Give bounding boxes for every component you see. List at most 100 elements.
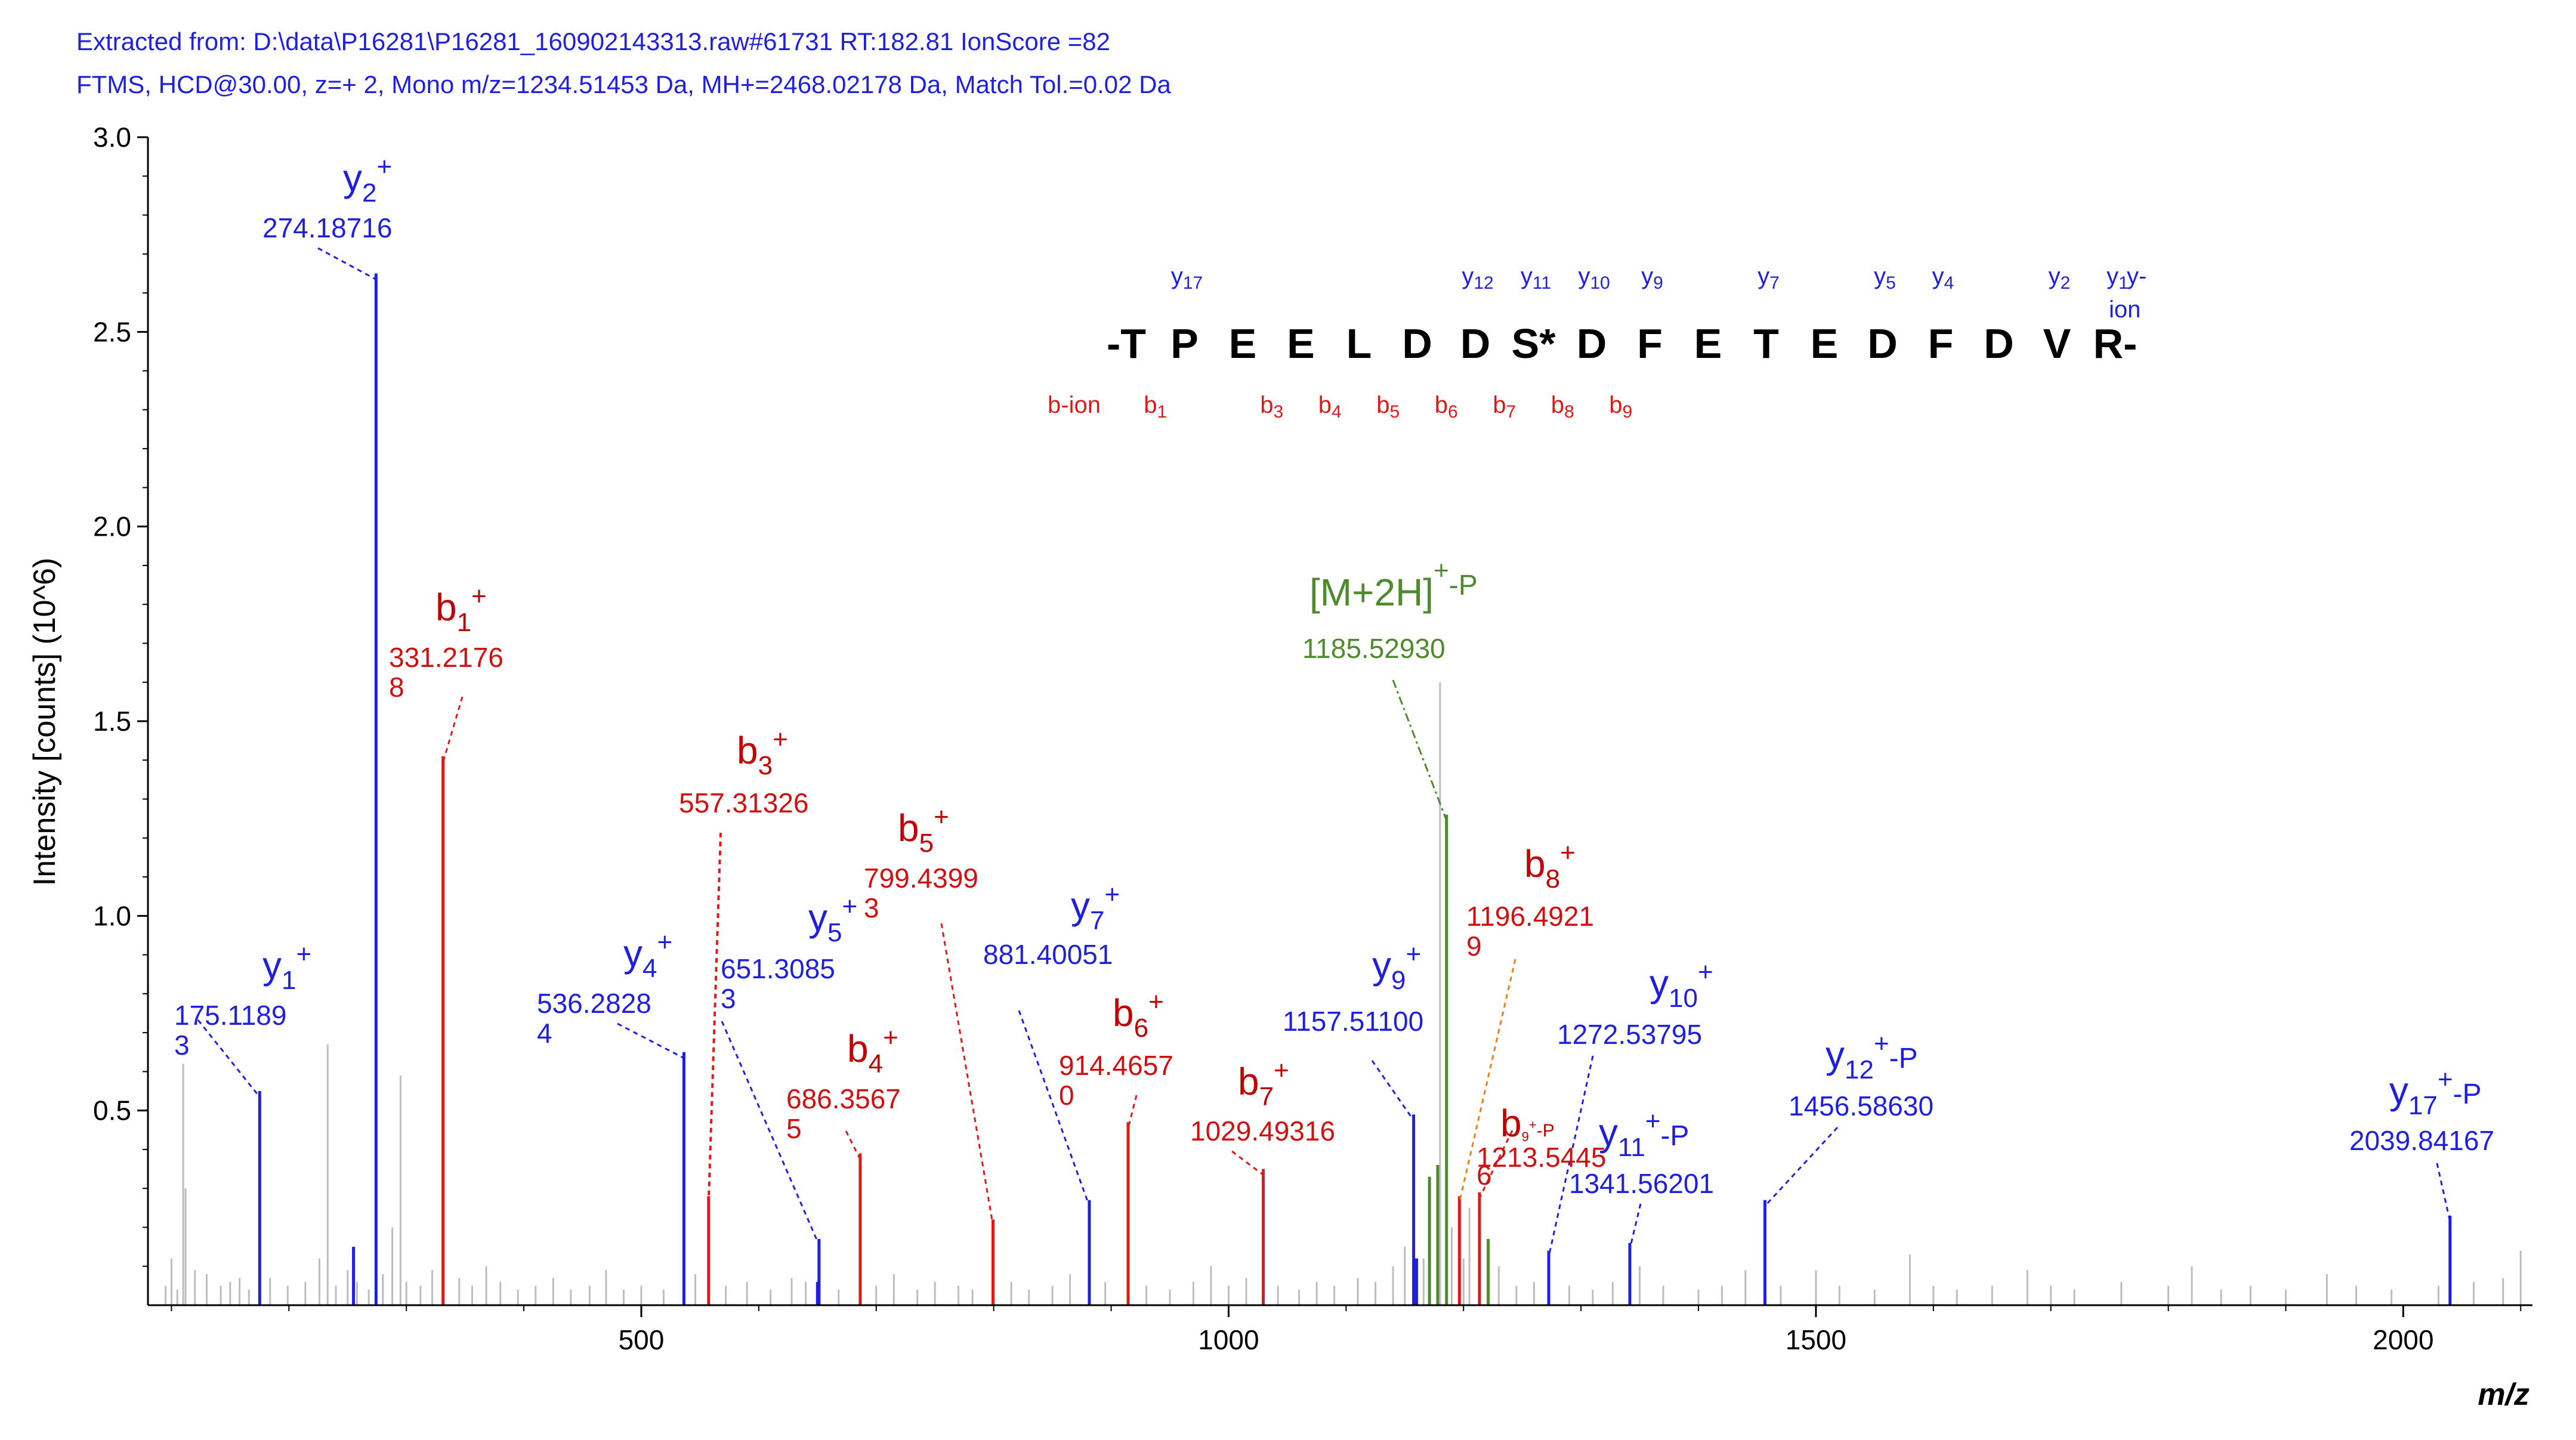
annotation-leader	[707, 832, 722, 1203]
ion-charge: +	[1274, 1056, 1289, 1085]
ion-name: y	[2389, 1069, 2408, 1112]
ion-name: y	[808, 896, 827, 939]
peak-mz-label: 1456.58630	[1789, 1090, 1933, 1121]
ion-letter: y	[1171, 263, 1183, 289]
y-tick-label: 0.5	[93, 1095, 131, 1126]
peak-ion-label: b9+-P	[1500, 1102, 1555, 1145]
ion-suffix: -P	[2453, 1079, 2482, 1110]
annotation-leader	[317, 247, 377, 280]
x-tick-label: 2000	[2373, 1324, 2433, 1355]
peak-ion-label: b1+	[435, 582, 487, 637]
sequence-residue: E	[1287, 320, 1315, 367]
sequence-residue: P	[1170, 320, 1199, 367]
ion-suffix: -P	[1537, 1121, 1555, 1141]
ion-subscript: 11	[1618, 1133, 1645, 1162]
peak-mz-line: 4	[537, 1018, 552, 1049]
ion-letter: y	[2049, 263, 2061, 289]
sequence-residue: F	[1637, 320, 1663, 367]
peak-mz-label: 914.4657 0	[1059, 1050, 1173, 1111]
ion-name: y	[1650, 962, 1669, 1005]
peak-ion-label: y7+	[1071, 880, 1120, 935]
peptide-sequence-map: -T P E E L D D S* D F E T E D F D V R-y17 y12 y11 y10 y9 y7 y5 y…	[1048, 263, 2146, 422]
ion-subscript: 10	[1669, 984, 1698, 1013]
ion-subscript: 7	[1259, 1082, 1274, 1111]
ion-letter: y	[1932, 263, 1944, 289]
ion-subscript: 1	[457, 608, 471, 637]
peak-mz-line: 1029.49316	[1190, 1115, 1335, 1147]
ion-suffix: -P	[1660, 1120, 1689, 1152]
ion-name: y	[623, 932, 643, 975]
ion-charge: +	[934, 802, 949, 832]
ion-letter: b	[1609, 392, 1622, 418]
b-ion-position-label: b6	[1435, 392, 1458, 422]
sequence-residue: S*	[1512, 320, 1556, 367]
ion-name: y	[343, 156, 362, 199]
sequence-residue: D	[1867, 320, 1898, 367]
ion-letter: y	[1641, 263, 1653, 289]
ion-letter: b	[1318, 392, 1332, 418]
ion-name: y	[262, 944, 282, 987]
ion-index: 1	[1157, 402, 1167, 422]
annotation-leader	[197, 1019, 261, 1098]
peak-ion-label: y1+	[262, 940, 311, 995]
y-ion-position-label: y11	[1521, 263, 1551, 293]
ion-charge: +	[842, 892, 857, 921]
header-line-1: Extracted from: D:\data\P16281\P16281_16…	[76, 27, 1110, 55]
y-tick-label: 1.5	[93, 706, 131, 737]
peak-mz-label: 1029.49316	[1190, 1115, 1335, 1147]
ion-suffix: -P	[1449, 570, 1478, 601]
axes: 0.5 1.0 1.5 2.0 2.5 3.0 500 1000 1500 2000	[93, 122, 2532, 1355]
sequence-residue: F	[1928, 320, 1954, 367]
peak-mz-line: 6	[1477, 1160, 1492, 1191]
annotated-peaks	[258, 273, 2452, 1305]
ion-charge: +	[657, 928, 672, 957]
b-ion-position-label: b7	[1493, 392, 1516, 422]
ion-name: y	[1599, 1111, 1618, 1154]
b-ion-position-label: b8	[1551, 392, 1574, 422]
x-tick-label: 1000	[1198, 1324, 1259, 1355]
ion-suffix: -P	[1889, 1043, 1918, 1074]
ion-subscript: 6	[1134, 1013, 1148, 1043]
sequence-residue: -T	[1107, 320, 1146, 367]
peak-mz-line: 1157.51100	[1283, 1006, 1423, 1037]
peak-mz-label: 274.18716	[262, 212, 392, 243]
y-tick-label: 3.0	[93, 122, 131, 153]
b-ion-position-label: b5	[1376, 392, 1400, 422]
ion-index: 10	[1590, 273, 1610, 293]
peak-mz-line: 8	[389, 672, 404, 703]
y-ion-position-label: y9	[1641, 263, 1663, 293]
sequence-residue: D	[1460, 320, 1491, 367]
peak-mz-line: 175.1189	[174, 1000, 286, 1031]
ion-name: b	[1113, 991, 1134, 1034]
annotation-leader	[1458, 959, 1516, 1203]
ion-name: b	[435, 586, 457, 629]
peak-mz-line: 536.2828	[537, 988, 651, 1019]
annotation-leader	[1548, 1055, 1594, 1257]
peak-mz-line: 9	[1466, 931, 1482, 962]
peak-ion-label: y11+-P	[1599, 1107, 1689, 1162]
ion-index: 7	[1506, 402, 1516, 422]
peak-ion-label: b4+	[847, 1023, 898, 1079]
annotation-leader	[1392, 679, 1448, 821]
peak-mz-line: 686.3567	[786, 1083, 901, 1114]
peak-ion-label: y12+-P	[1826, 1029, 1918, 1084]
sequence-residue: L	[1346, 320, 1372, 367]
annotation-leader	[1629, 1203, 1642, 1249]
ion-index: 1	[2118, 273, 2129, 293]
peak-mz-line: 3	[864, 892, 879, 923]
sequence-residue: D	[1577, 320, 1607, 367]
peak-mz-label: 1196.4921 9	[1466, 901, 1594, 962]
ion-name: b	[1524, 842, 1546, 885]
ion-subscript: 5	[827, 918, 842, 947]
ion-charge: +	[471, 582, 487, 611]
annotation-leader	[2436, 1163, 2451, 1222]
ion-letter: b	[1551, 392, 1564, 418]
ion-charge: +	[1645, 1107, 1661, 1136]
peak-ion-label: y4+	[623, 928, 672, 983]
annotation-leader	[617, 1022, 685, 1059]
ion-subscript: 4	[643, 954, 657, 983]
ion-letter: b	[1144, 392, 1157, 418]
ion-name: y	[1372, 944, 1391, 987]
annotation-leader	[721, 1021, 820, 1246]
